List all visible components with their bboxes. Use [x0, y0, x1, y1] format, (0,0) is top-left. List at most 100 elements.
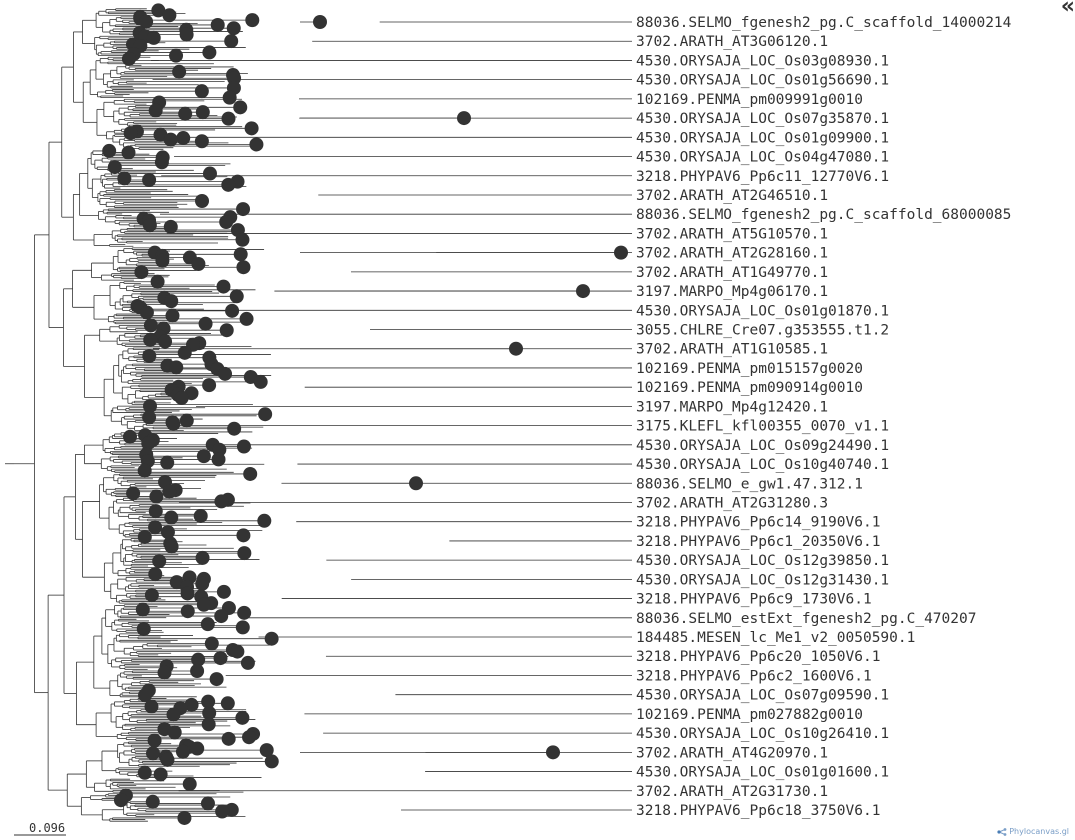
- leaf-node[interactable]: [242, 730, 257, 745]
- leaf-node[interactable]: [177, 345, 192, 360]
- phylocanvas-credit[interactable]: Phylocanvas.gl: [997, 827, 1069, 836]
- leaf-node[interactable]: [117, 171, 132, 186]
- leaf-node[interactable]: [144, 588, 159, 603]
- leaf-node[interactable]: [227, 421, 242, 436]
- leaf-node[interactable]: [145, 794, 160, 809]
- leaf-node[interactable]: [139, 305, 154, 320]
- leaf-node[interactable]: [243, 466, 258, 481]
- leaf-node[interactable]: [164, 510, 179, 525]
- leaf-node[interactable]: [216, 584, 231, 599]
- leaf-node[interactable]: [122, 429, 137, 444]
- leaf-node[interactable]: [509, 341, 523, 356]
- leaf-node[interactable]: [121, 145, 136, 160]
- leaf-node[interactable]: [264, 631, 279, 646]
- leaf-node[interactable]: [201, 694, 216, 709]
- leaf-node[interactable]: [176, 131, 191, 146]
- leaf-node[interactable]: [202, 166, 217, 181]
- leaf-node[interactable]: [158, 334, 173, 349]
- leaf-node[interactable]: [225, 303, 240, 318]
- leaf-node[interactable]: [218, 366, 233, 381]
- leaf-node[interactable]: [175, 744, 190, 759]
- leaf-node[interactable]: [184, 697, 199, 712]
- leaf-node[interactable]: [236, 260, 251, 275]
- leaf-node[interactable]: [237, 546, 252, 561]
- leaf-node[interactable]: [576, 284, 590, 299]
- leaf-node[interactable]: [182, 777, 197, 792]
- leaf-node[interactable]: [211, 452, 226, 467]
- leaf-node[interactable]: [222, 90, 237, 105]
- leaf-node[interactable]: [141, 436, 156, 451]
- leaf-node[interactable]: [209, 672, 224, 687]
- leaf-node[interactable]: [147, 733, 162, 748]
- leaf-node[interactable]: [214, 609, 229, 624]
- leaf-node[interactable]: [136, 621, 151, 636]
- leaf-node[interactable]: [163, 132, 178, 147]
- leaf-node[interactable]: [190, 741, 205, 756]
- leaf-node[interactable]: [169, 48, 184, 63]
- leaf-node[interactable]: [121, 51, 136, 66]
- leaf-nodes[interactable]: [102, 3, 628, 825]
- leaf-node[interactable]: [180, 586, 195, 601]
- leaf-node[interactable]: [233, 247, 248, 262]
- leaf-node[interactable]: [195, 550, 210, 565]
- leaf-node[interactable]: [152, 554, 167, 569]
- leaf-node[interactable]: [142, 218, 157, 233]
- leaf-node[interactable]: [191, 652, 206, 667]
- leaf-node[interactable]: [235, 710, 250, 725]
- leaf-node[interactable]: [202, 45, 217, 60]
- leaf-node[interactable]: [148, 103, 163, 118]
- leaf-node[interactable]: [195, 194, 210, 209]
- leaf-node[interactable]: [143, 318, 158, 333]
- leaf-node[interactable]: [160, 525, 175, 540]
- leaf-node[interactable]: [165, 308, 180, 323]
- leaf-node[interactable]: [257, 513, 272, 528]
- leaf-node[interactable]: [135, 602, 150, 617]
- leaf-node[interactable]: [237, 605, 252, 620]
- leaf-node[interactable]: [196, 597, 211, 612]
- leaf-node[interactable]: [219, 323, 234, 338]
- leaf-node[interactable]: [167, 725, 182, 740]
- leaf-node[interactable]: [137, 529, 152, 544]
- leaf-node[interactable]: [146, 746, 161, 761]
- leaf-node[interactable]: [163, 219, 178, 234]
- leaf-node[interactable]: [614, 245, 628, 260]
- leaf-node[interactable]: [146, 30, 161, 45]
- leaf-node[interactable]: [144, 699, 159, 714]
- leaf-node[interactable]: [236, 202, 251, 217]
- leaf-node[interactable]: [102, 143, 117, 158]
- leaf-node[interactable]: [123, 126, 138, 141]
- leaf-node[interactable]: [546, 745, 560, 760]
- leaf-node[interactable]: [313, 15, 327, 29]
- leaf-node[interactable]: [221, 731, 236, 746]
- leaf-node[interactable]: [137, 463, 152, 478]
- leaf-node[interactable]: [201, 717, 216, 732]
- leaf-node[interactable]: [258, 407, 273, 422]
- leaf-node[interactable]: [155, 253, 170, 268]
- leaf-node[interactable]: [193, 508, 208, 523]
- leaf-node[interactable]: [239, 311, 254, 326]
- leaf-node[interactable]: [142, 410, 157, 425]
- leaf-node[interactable]: [264, 754, 279, 769]
- leaf-node[interactable]: [244, 121, 259, 136]
- leaf-node[interactable]: [180, 604, 195, 619]
- leaf-node[interactable]: [148, 567, 163, 582]
- leaf-node[interactable]: [213, 651, 228, 666]
- leaf-node[interactable]: [235, 232, 250, 247]
- leaf-node[interactable]: [148, 520, 163, 535]
- leaf-node[interactable]: [126, 486, 141, 501]
- leaf-node[interactable]: [169, 360, 184, 375]
- leaf-node[interactable]: [134, 265, 149, 280]
- leaf-node[interactable]: [113, 793, 128, 808]
- leaf-node[interactable]: [166, 416, 181, 431]
- leaf-node[interactable]: [204, 636, 219, 651]
- leaf-node[interactable]: [162, 484, 177, 499]
- leaf-node[interactable]: [230, 644, 245, 659]
- leaf-node[interactable]: [215, 804, 230, 819]
- leaf-node[interactable]: [236, 528, 251, 543]
- leaf-node[interactable]: [219, 214, 234, 229]
- leaf-node[interactable]: [226, 21, 241, 36]
- leaf-node[interactable]: [172, 64, 187, 79]
- leaf-node[interactable]: [259, 743, 274, 758]
- leaf-node[interactable]: [195, 576, 210, 591]
